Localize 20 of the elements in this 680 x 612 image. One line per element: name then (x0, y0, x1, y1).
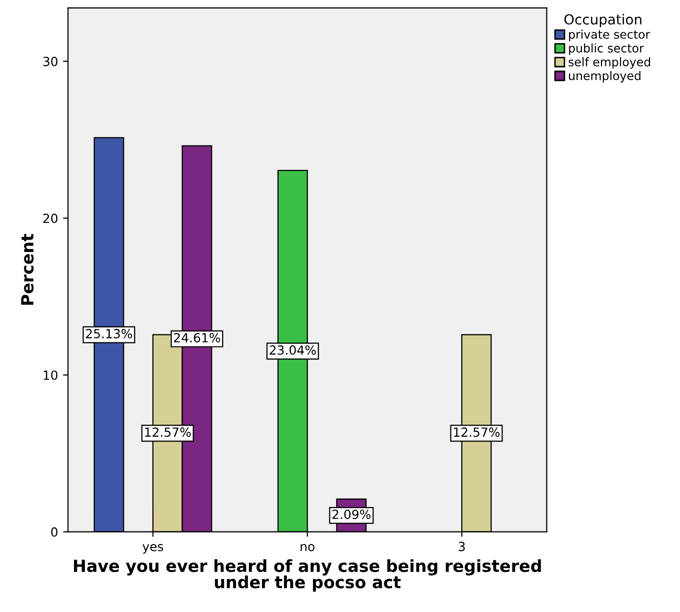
legend-label: self employed (568, 57, 650, 69)
y-tick-label: 10 (44, 370, 58, 380)
data-label: 2.09% (332, 510, 371, 520)
data-label: 24.61% (174, 333, 220, 342)
data-label: 25.13% (86, 328, 132, 338)
legend-title: Occupation (564, 14, 642, 28)
x-axis-title: Have you ever heard of any case being registered under the pocso act (74, 559, 541, 592)
y-tick-label: 0 (51, 527, 58, 537)
x-tick-label: no (300, 544, 314, 552)
x-tick-label: yes (142, 544, 164, 554)
legend-label: unemployed (569, 71, 640, 82)
legend-label: private sector (569, 30, 650, 42)
y-tick-label: 30 (43, 56, 58, 66)
data-label: 12.57% (145, 427, 191, 437)
legend-label: public sector (569, 43, 644, 55)
y-axis-title: Percent (21, 234, 34, 305)
y-tick-label: 20 (43, 214, 58, 224)
data-label: 23.04% (270, 345, 316, 355)
data-label: 12.57% (454, 427, 500, 437)
x-tick-label: 3 (458, 542, 465, 552)
